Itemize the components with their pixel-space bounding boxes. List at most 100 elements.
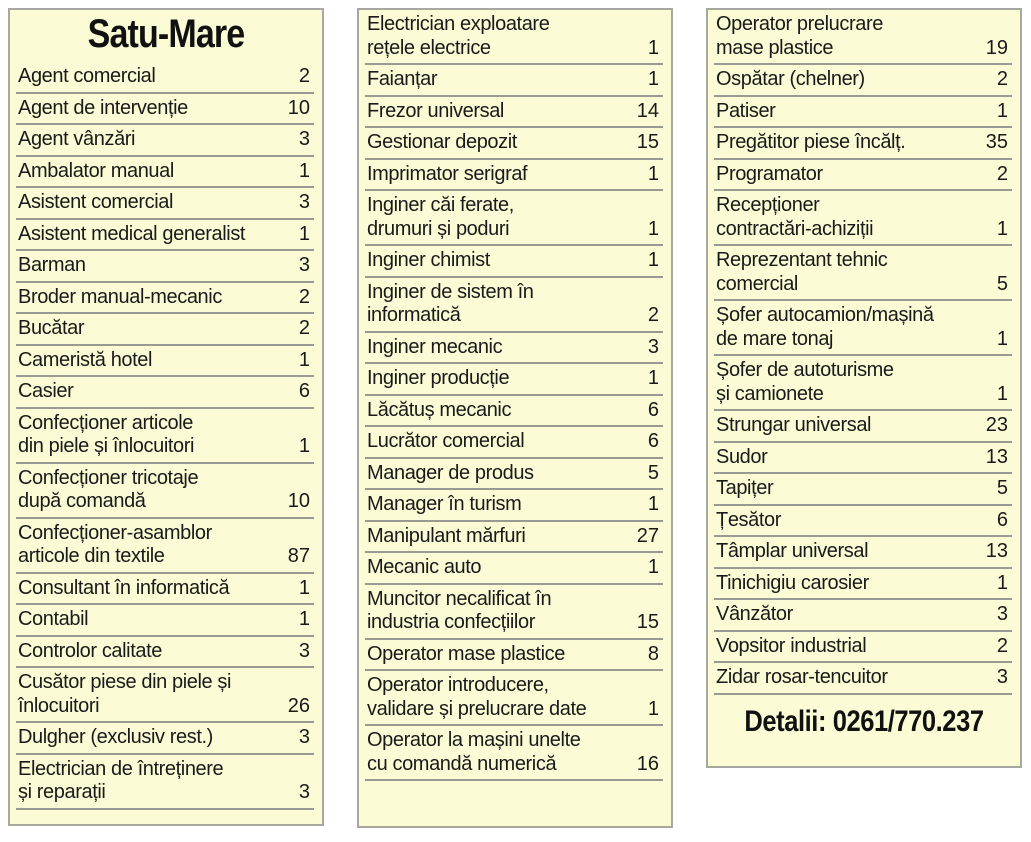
job-row: Țesător 6	[714, 506, 1012, 537]
job-row: Broder manual-mecanic 2	[16, 283, 314, 314]
job-row: Casier 6	[16, 377, 314, 409]
job-row: Agent de intervenție 10	[16, 94, 314, 125]
job-row: Controlor calitate 3	[16, 637, 314, 668]
job-count: 1	[298, 222, 310, 245]
job-title: Contabil	[18, 608, 89, 630]
job-title: Inginer de sistem în informatică	[367, 280, 534, 327]
job-count: 3	[298, 191, 310, 213]
job-count: 3	[996, 603, 1008, 625]
job-row: Imprimator serigraf 1	[365, 160, 663, 191]
job-row: Inginer căi ferate, drumuri și poduri 1	[365, 191, 663, 246]
job-count: 15	[636, 611, 659, 633]
job-row: Ambalator manual 1	[16, 157, 314, 188]
job-count: 19	[985, 36, 1008, 59]
job-title: Broder manual-mecanic	[18, 285, 222, 308]
job-title: Operator mase plastice	[367, 642, 565, 665]
job-count: 2	[298, 65, 310, 87]
job-row: Vânzător 3	[714, 600, 1012, 632]
job-count: 5	[647, 461, 659, 484]
job-title: Muncitor necalificat în industria confec…	[367, 587, 552, 634]
job-count: 3	[298, 254, 310, 276]
job-title: Sudor	[716, 445, 768, 468]
job-count: 3	[298, 726, 310, 748]
job-count: 3	[996, 666, 1008, 688]
job-row: Cusător piese din piele și înlocuitori 26	[16, 668, 314, 723]
job-count: 87	[287, 545, 310, 567]
job-row: Agent vânzări 3	[16, 125, 314, 157]
column-1: Satu-Mare Agent comercial 2 Agent de inter…	[8, 8, 324, 826]
job-row: Patiser 1	[714, 97, 1012, 128]
job-count: 2	[996, 162, 1008, 185]
job-count: 2	[298, 317, 310, 339]
job-count: 8	[647, 642, 659, 665]
job-row: Operator introducere, validare și preluc…	[365, 671, 663, 726]
job-title: Manager de produs	[367, 461, 534, 484]
job-title: Tâmplar universal	[716, 540, 869, 562]
job-count: 1	[298, 576, 310, 599]
job-row: Frezor universal 14	[365, 97, 663, 128]
job-title: Programator	[716, 162, 823, 185]
job-title: Confecționer-asamblor articole din texti…	[18, 521, 212, 568]
column-3: Operator prelucrare mase plastice 19 Ospăt…	[706, 8, 1022, 768]
job-title: Confecționer articole din piele și înloc…	[18, 411, 195, 458]
job-count: 1	[996, 382, 1008, 405]
job-title: Faianțar	[367, 68, 438, 90]
job-count: 27	[636, 524, 659, 547]
job-title: Controlor calitate	[18, 639, 162, 662]
job-count: 35	[985, 131, 1008, 153]
job-row: Consultant în informatică 1	[16, 574, 314, 605]
job-row: Cameristă hotel 1	[16, 346, 314, 377]
page-title: Satu-Mare	[87, 12, 246, 56]
job-title: Barman	[18, 254, 86, 276]
job-title: Imprimator serigraf	[367, 162, 528, 185]
job-row: Sudor 13	[714, 443, 1012, 474]
job-row: Inginer mecanic 3	[365, 333, 663, 364]
job-row: Gestionar depozit 15	[365, 128, 663, 160]
job-row: Confecționer tricotaje după comandă 10	[16, 464, 314, 519]
job-count: 6	[298, 380, 310, 402]
job-row: Inginer de sistem în informatică 2	[365, 278, 663, 333]
job-row: Confecționer-asamblor articole din texti…	[16, 519, 314, 574]
job-count: 1	[647, 217, 659, 240]
job-title: Ambalator manual	[18, 159, 174, 182]
job-row: Șofer de autoturisme și camionete 1	[714, 356, 1012, 411]
job-title: Strungar universal	[716, 414, 872, 436]
job-count: 13	[985, 445, 1008, 468]
job-title: Ospătar (chelner)	[716, 68, 865, 90]
job-count: 1	[298, 159, 310, 182]
job-count: 23	[985, 414, 1008, 436]
job-row: Tapițer 5	[714, 474, 1012, 506]
job-count: 16	[636, 752, 659, 775]
job-title: Dulgher (exclusiv rest.)	[18, 726, 213, 748]
job-count: 2	[298, 285, 310, 308]
job-row: Inginer producție 1	[365, 364, 663, 396]
job-title: Operator prelucrare mase plastice	[716, 13, 883, 59]
job-count: 3	[298, 639, 310, 662]
job-title: Patiser	[716, 99, 776, 122]
job-title: Inginer mecanic	[367, 335, 503, 358]
job-row: Barman 3	[16, 251, 314, 283]
job-count: 10	[287, 96, 310, 119]
job-row: Strungar universal 23	[714, 411, 1012, 443]
job-row: Reprezentant tehnic comercial 5	[714, 246, 1012, 301]
job-title: Agent vânzări	[18, 128, 136, 150]
job-title: Asistent medical generalist	[18, 222, 246, 245]
job-title: Inginer producție	[367, 367, 510, 389]
job-title: Zidar rosar-tencuitor	[716, 666, 888, 688]
job-count: 14	[636, 99, 659, 122]
job-title: Agent de intervenție	[18, 96, 188, 119]
job-row: Programator 2	[714, 160, 1012, 191]
job-title: Electrician de întreținere și reparații	[18, 757, 224, 804]
job-count: 3	[647, 335, 659, 358]
job-title: Pregătitor piese încălț.	[716, 131, 906, 153]
job-title: Inginer căi ferate, drumuri și poduri	[367, 194, 514, 240]
job-count: 1	[647, 367, 659, 389]
job-count: 1	[647, 697, 659, 720]
job-list-2: Electrician exploatare rețele electrice 1…	[359, 10, 671, 781]
job-row: Contabil 1	[16, 605, 314, 637]
job-title: Operator introducere, validare și preluc…	[367, 674, 587, 720]
job-title: Șofer de autoturisme și camionete	[716, 359, 894, 405]
job-title: Recepționer contractări-achiziții	[716, 194, 874, 240]
job-title: Reprezentant tehnic comercial	[716, 249, 888, 295]
job-row: Agent comercial 2	[16, 62, 314, 94]
